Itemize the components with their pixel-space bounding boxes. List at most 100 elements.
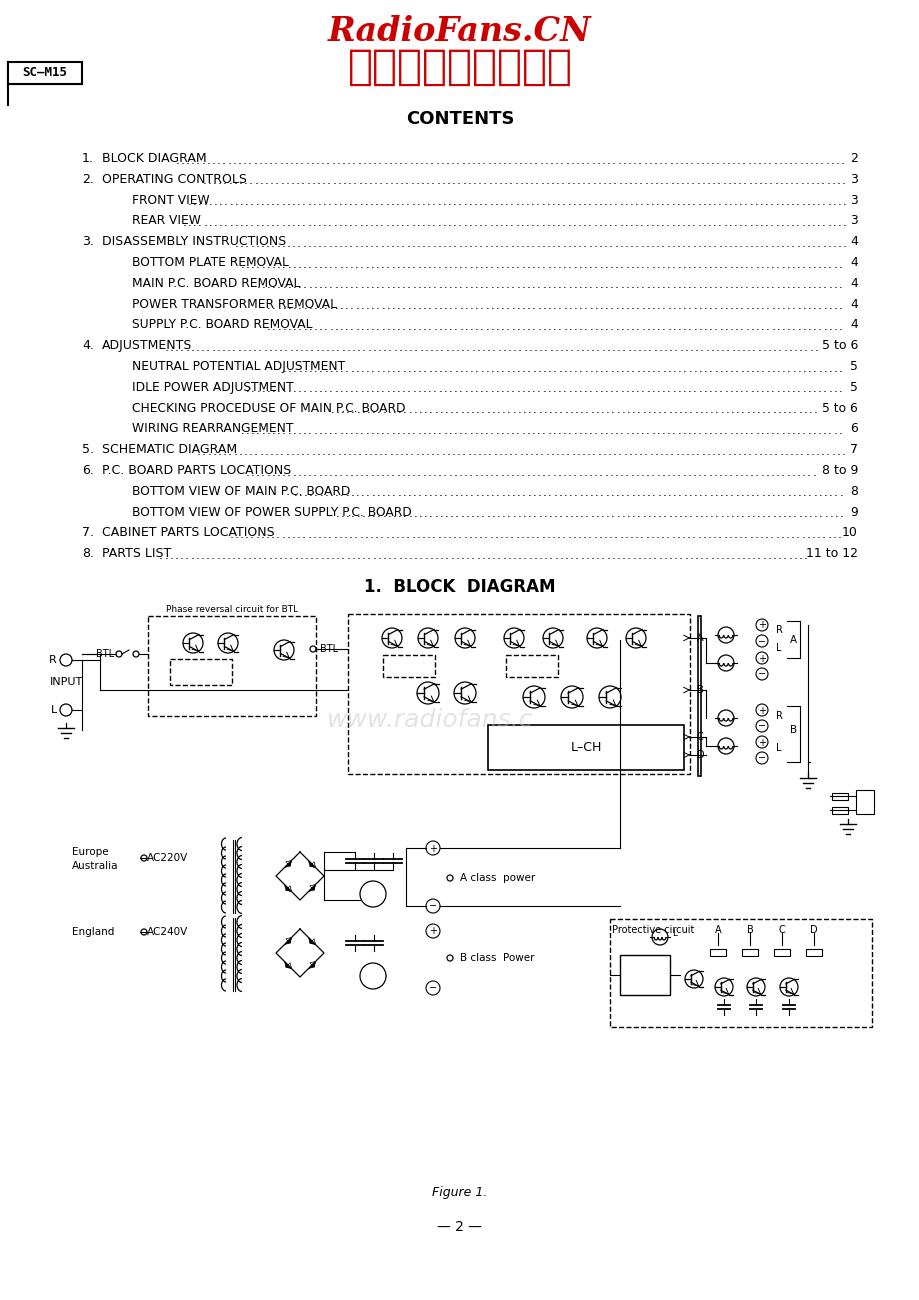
Text: .: . (571, 174, 574, 187)
Text: .: . (571, 445, 574, 458)
Text: .: . (812, 299, 816, 312)
Text: .: . (675, 445, 678, 458)
Text: .: . (739, 424, 743, 437)
Text: .: . (379, 174, 382, 187)
Text: .: . (365, 382, 369, 395)
Text: .: . (411, 237, 415, 250)
Text: .: . (580, 341, 584, 354)
Text: .: . (350, 361, 354, 374)
Text: .: . (637, 549, 641, 562)
Text: .: . (323, 237, 326, 250)
Text: .: . (441, 445, 445, 458)
Text: .: . (494, 216, 498, 229)
Text: .: . (567, 237, 571, 250)
Text: .: . (760, 361, 765, 374)
Text: 4.: 4. (82, 339, 94, 352)
Text: .: . (250, 465, 255, 478)
Text: .: . (798, 341, 802, 354)
Text: .: . (754, 465, 758, 478)
Text: .: . (611, 153, 616, 166)
Text: .: . (740, 486, 743, 499)
Text: .: . (563, 403, 568, 416)
Text: .: . (707, 195, 711, 208)
Text: .: . (602, 445, 606, 458)
Text: .: . (635, 465, 639, 478)
Text: .: . (584, 424, 587, 437)
Text: .: . (287, 424, 291, 437)
Text: .: . (341, 153, 346, 166)
Text: .: . (256, 278, 260, 291)
Text: .: . (490, 278, 494, 291)
Text: .: . (801, 257, 805, 270)
Text: .: . (338, 195, 342, 208)
Text: .: . (739, 257, 743, 270)
Text: .: . (323, 299, 328, 312)
Text: .: . (516, 299, 520, 312)
Text: .: . (813, 341, 818, 354)
Text: .: . (743, 195, 747, 208)
Text: .: . (532, 486, 536, 499)
Text: .: . (584, 507, 588, 520)
Text: .: . (545, 445, 549, 458)
Text: .: . (753, 445, 756, 458)
Text: R: R (775, 711, 782, 722)
Text: +: + (428, 844, 437, 854)
Text: .: . (660, 216, 664, 229)
Text: .: . (375, 216, 379, 229)
Text: .: . (648, 153, 652, 166)
Text: .: . (313, 320, 317, 333)
Text: .: . (835, 174, 840, 187)
Text: .: . (824, 153, 828, 166)
Text: .: . (745, 403, 749, 416)
Text: .: . (385, 195, 389, 208)
Text: .: . (675, 237, 680, 250)
Text: .: . (323, 528, 326, 541)
Text: .: . (511, 299, 515, 312)
Text: .: . (448, 382, 452, 395)
Text: .: . (712, 528, 716, 541)
Text: .: . (561, 174, 564, 187)
Text: .: . (760, 278, 764, 291)
Text: .: . (282, 278, 286, 291)
Text: .: . (833, 320, 837, 333)
Text: .: . (329, 299, 333, 312)
Text: .: . (505, 216, 508, 229)
Text: .: . (797, 320, 800, 333)
Text: .: . (649, 174, 652, 187)
Text: .: . (528, 549, 531, 562)
Text: .: . (288, 320, 291, 333)
Text: .: . (546, 216, 550, 229)
Text: C: C (777, 926, 785, 935)
Text: .: . (402, 299, 405, 312)
Text: .: . (778, 174, 783, 187)
Text: .: . (800, 528, 804, 541)
Text: .: . (728, 195, 732, 208)
Text: .: . (314, 549, 319, 562)
Text: .: . (423, 278, 426, 291)
Text: .: . (791, 361, 796, 374)
Text: .: . (717, 528, 721, 541)
Text: .: . (641, 278, 644, 291)
Text: .: . (516, 382, 519, 395)
Text: .: . (756, 549, 760, 562)
Text: .: . (786, 382, 789, 395)
Text: .: . (681, 237, 685, 250)
Text: .: . (474, 278, 478, 291)
Text: .: . (733, 424, 738, 437)
Text: .: . (416, 528, 420, 541)
Text: .: . (367, 341, 370, 354)
Text: .: . (595, 486, 598, 499)
Text: .: . (448, 361, 453, 374)
Text: .: . (303, 320, 307, 333)
Text: .: . (630, 195, 633, 208)
Text: .: . (794, 445, 798, 458)
Text: .: . (625, 361, 630, 374)
Text: .: . (579, 507, 584, 520)
Text: .: . (357, 549, 360, 562)
Text: .: . (606, 549, 609, 562)
Text: .: . (310, 341, 313, 354)
Text: SUPPLY P.C. BOARD REMOVAL: SUPPLY P.C. BOARD REMOVAL (131, 318, 312, 332)
Text: .: . (459, 257, 462, 270)
Text: .: . (823, 278, 826, 291)
Text: .: . (644, 528, 649, 541)
